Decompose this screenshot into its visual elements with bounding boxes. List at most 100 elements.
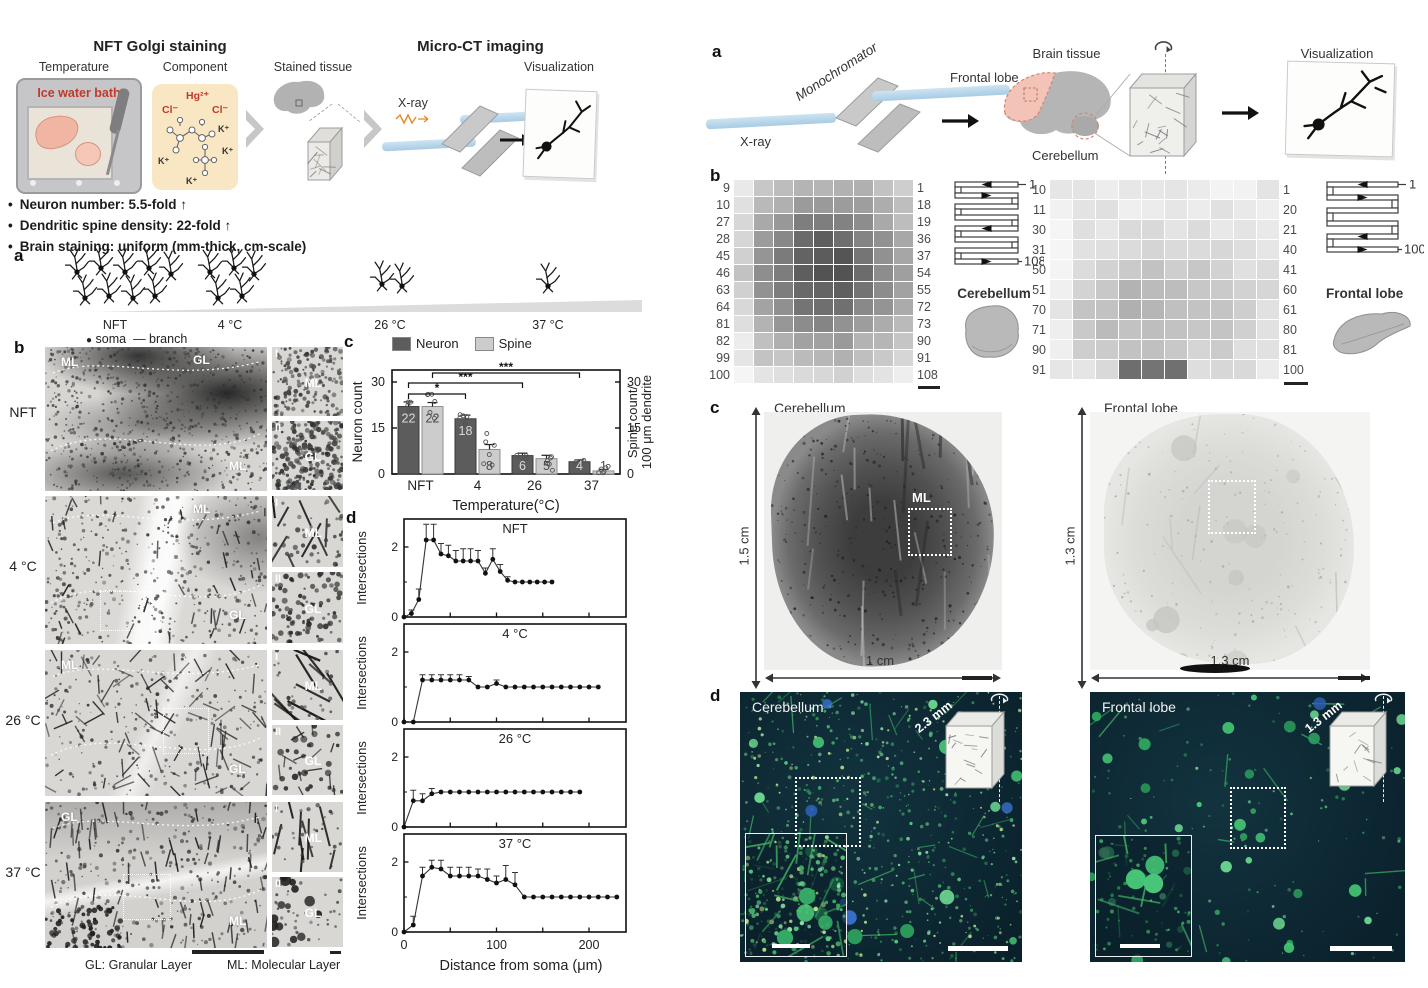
grid-tile — [734, 299, 753, 315]
grid-tile — [814, 248, 833, 264]
ice-cube — [76, 180, 82, 186]
grid-tile — [854, 367, 873, 383]
svg-text:0: 0 — [627, 467, 634, 481]
frontal-shape-label: Frontal lobe — [1326, 286, 1404, 301]
grid-tile — [794, 231, 813, 247]
grid-tile — [814, 231, 833, 247]
svg-text:0: 0 — [391, 715, 398, 728]
texture — [1104, 414, 1354, 664]
branch-dash-icon: — — [133, 332, 146, 346]
brain-sample — [32, 111, 82, 153]
grid-tile — [854, 214, 873, 230]
neuron-glyph — [158, 250, 184, 282]
grid-tile — [734, 180, 753, 196]
tile-index: 55 — [917, 283, 931, 297]
grid-tile — [1165, 240, 1187, 259]
sholl-svg: 37 °C 0 2 0 100 200 Intersections — [354, 833, 627, 952]
grid-tile — [814, 265, 833, 281]
svg-text:26 °C: 26 °C — [499, 731, 532, 746]
ml-region-box — [908, 508, 952, 556]
grid-tile — [1188, 220, 1210, 239]
grid-tile — [894, 214, 913, 230]
frontal-lobe-label: Frontal lobe — [950, 70, 1019, 85]
brain-sample-2 — [75, 142, 101, 166]
grid-tile — [1257, 220, 1279, 239]
tile-index: 63 — [716, 283, 730, 297]
grid-tile — [814, 333, 833, 349]
grid-tile — [1234, 220, 1256, 239]
grid-tile — [734, 282, 753, 298]
image-title: Cerebellum — [752, 699, 824, 715]
grid-tile — [1211, 180, 1233, 199]
grid-tile — [794, 214, 813, 230]
frontal-ct-image — [1090, 412, 1370, 670]
zoom-region-box — [795, 777, 861, 847]
svg-text:***: *** — [458, 370, 472, 384]
grid-tile — [874, 316, 893, 332]
grid-tile — [754, 299, 773, 315]
grid-tile — [754, 214, 773, 230]
xray-wave-icon — [395, 113, 429, 125]
tile-index: 20 — [1283, 203, 1297, 217]
grid-tile — [1211, 220, 1233, 239]
scale-bar — [948, 946, 1008, 951]
bar-chart-legend: Neuron Spine — [392, 336, 532, 351]
grid-tile — [834, 333, 853, 349]
grid-tile — [874, 180, 893, 196]
micrograph-inset: I ML — [272, 650, 343, 720]
grid-tile — [794, 248, 813, 264]
grid-tile — [874, 299, 893, 315]
grid-tile — [894, 367, 913, 383]
grid-tile — [1119, 360, 1141, 379]
svg-text:Intersections: Intersections — [354, 846, 369, 920]
tile-index: 10 — [1032, 183, 1046, 197]
xray-label: X-ray — [740, 134, 772, 149]
legend-branch-label: branch — [149, 332, 188, 346]
sholl-plot-37c: 37 °C 0 2 0 100 200 Intersections — [352, 832, 644, 971]
neuron-glyph — [88, 248, 114, 276]
tile-index: 28 — [716, 232, 730, 246]
grid-tile — [874, 367, 893, 383]
tile-index: 82 — [716, 334, 730, 348]
grid-tile — [794, 197, 813, 213]
grid-tile — [734, 214, 753, 230]
row-label-nft: NFT — [9, 404, 37, 420]
panel-b-right-label: b — [710, 166, 721, 185]
visualization-panel — [522, 88, 598, 180]
grid-tile — [894, 248, 913, 264]
grid-tile — [814, 180, 833, 196]
grid-tile — [1257, 180, 1279, 199]
micrograph-inset: I ML — [272, 347, 343, 416]
tile-index: 54 — [917, 266, 931, 280]
svg-text:37 °C: 37 °C — [499, 836, 532, 851]
grid-tile — [1234, 260, 1256, 279]
mercury-ion-label: Hg²⁺ — [186, 90, 210, 102]
sholl-svg: NFT 0 2 Intersections — [354, 518, 627, 624]
tile-index: 37 — [917, 249, 931, 263]
grid-tile — [1234, 200, 1256, 219]
tile-index: 100 — [709, 368, 730, 382]
svg-text:200: 200 — [579, 938, 600, 952]
grid-tile — [1234, 280, 1256, 299]
tile-index: 19 — [917, 215, 931, 229]
svg-text:100: 100 — [1404, 242, 1424, 257]
bullet-icon: • — [8, 239, 13, 254]
svg-text:1: 1 — [1409, 180, 1416, 192]
grid-tile — [854, 231, 873, 247]
svg-text:0: 0 — [378, 467, 385, 481]
grid-tile — [754, 350, 773, 366]
grid-tile — [794, 333, 813, 349]
width-dimension-label: 1 cm — [865, 653, 895, 668]
grid-tile — [1096, 260, 1118, 279]
svg-text:5: 5 — [543, 459, 550, 473]
step-temperature-label: Temperature — [38, 60, 110, 74]
grid-tile — [1211, 340, 1233, 359]
zoom-region-box — [1230, 787, 1286, 849]
cerebellum-fluorescence-image: Cerebellum 2.3 mm — [740, 692, 1022, 962]
chloride-ion-label: Cl⁻ — [162, 104, 179, 116]
potassium-ion-label: K⁺ — [218, 124, 230, 134]
grid-tile — [754, 282, 773, 298]
list-item: • Dendritic spine density: 22-fold ↑ — [8, 215, 348, 236]
cerebellum-shape — [965, 305, 1019, 358]
